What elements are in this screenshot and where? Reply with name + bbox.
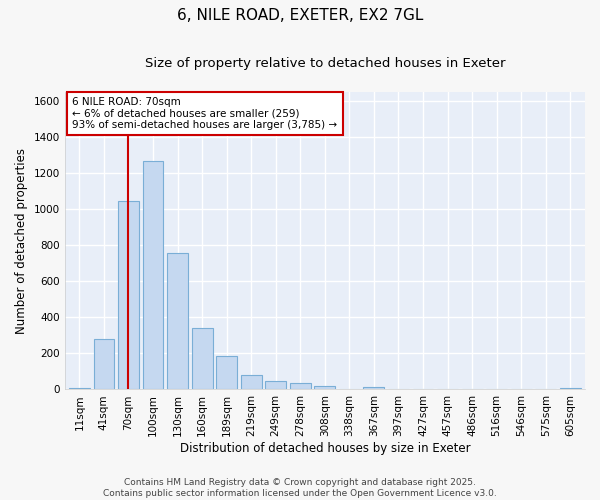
Bar — [69, 388, 90, 390]
Bar — [290, 382, 311, 390]
Bar — [216, 356, 237, 390]
Title: Size of property relative to detached houses in Exeter: Size of property relative to detached ho… — [145, 58, 505, 70]
Text: 6 NILE ROAD: 70sqm
← 6% of detached houses are smaller (259)
93% of semi-detache: 6 NILE ROAD: 70sqm ← 6% of detached hous… — [73, 97, 338, 130]
Bar — [191, 328, 212, 390]
Bar — [560, 388, 581, 390]
Bar — [94, 339, 115, 390]
Bar — [339, 388, 360, 390]
Bar — [364, 387, 385, 390]
Bar — [167, 252, 188, 390]
Bar — [241, 375, 262, 390]
Bar — [265, 381, 286, 390]
Bar — [143, 161, 163, 390]
Text: 6, NILE ROAD, EXETER, EX2 7GL: 6, NILE ROAD, EXETER, EX2 7GL — [177, 8, 423, 22]
Bar — [118, 202, 139, 390]
Bar — [314, 386, 335, 390]
Y-axis label: Number of detached properties: Number of detached properties — [15, 148, 28, 334]
Text: Contains HM Land Registry data © Crown copyright and database right 2025.
Contai: Contains HM Land Registry data © Crown c… — [103, 478, 497, 498]
X-axis label: Distribution of detached houses by size in Exeter: Distribution of detached houses by size … — [179, 442, 470, 455]
